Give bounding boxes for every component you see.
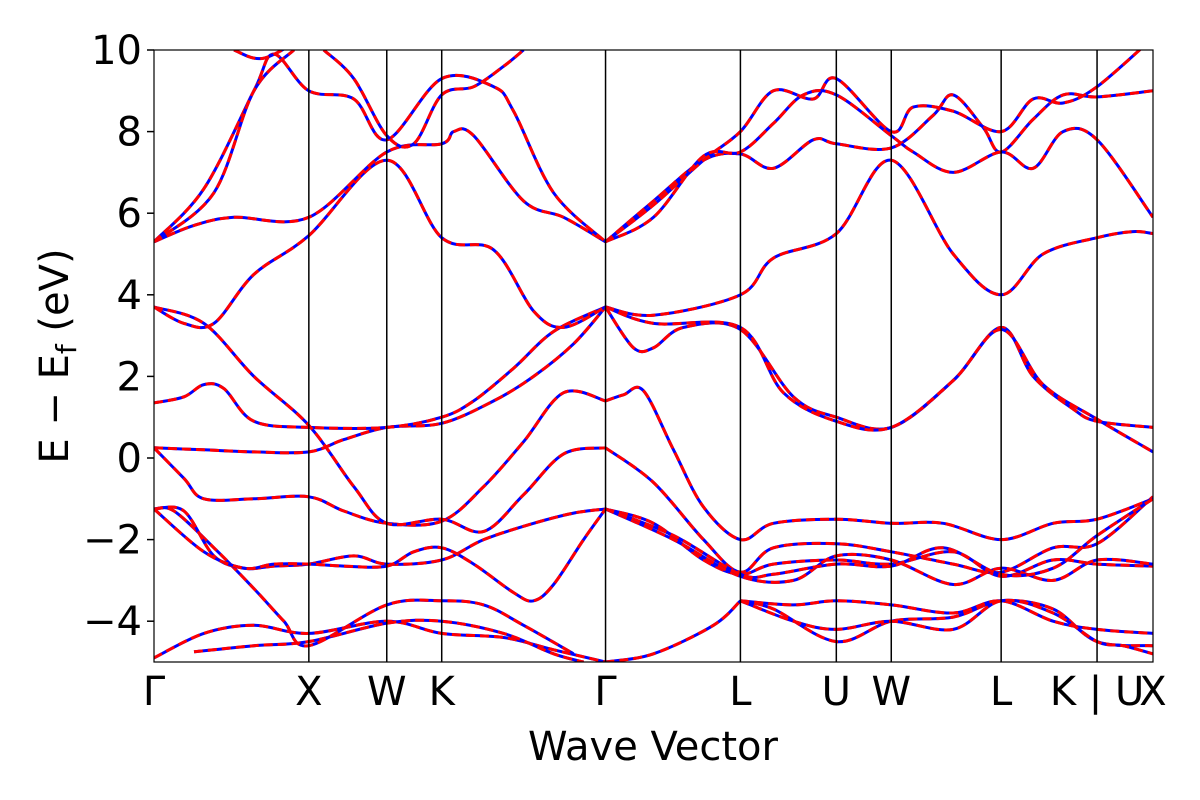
- y-tick-label-3: 2: [117, 354, 142, 400]
- y-axis-label-unit: (eV): [32, 248, 78, 344]
- band-line-blue-9: [154, 158, 607, 330]
- band-line-blue-5: [154, 306, 607, 455]
- x-axis-label: Wave Vector: [528, 724, 779, 770]
- band-line-blue-6: [154, 389, 606, 527]
- band-line-red-14: [322, 50, 525, 149]
- band-line-blue-18: [605, 158, 1153, 317]
- kpoint-label-9: K | U: [1050, 669, 1144, 715]
- y-tick-label-7: 10: [91, 28, 142, 74]
- y-tick-label-4: 4: [117, 273, 142, 319]
- kpoint-label-0: Γ: [143, 669, 166, 715]
- y-tick-label-2: 0: [117, 436, 142, 482]
- band-line-blue-21: [605, 385, 1153, 542]
- y-tick-label-1: −2: [83, 518, 142, 564]
- band-line-blue-12: [154, 50, 295, 243]
- band-line-red-11: [154, 52, 607, 243]
- y-axis: −4 −2 0 2 4 6 8 10: [83, 28, 154, 645]
- band-line-red-21: [605, 385, 1153, 542]
- band-line-blue-13: [233, 50, 286, 61]
- band-line-blue-10: [154, 127, 607, 244]
- band-line-blue-16: [604, 50, 1142, 243]
- kpoint-label-3: K: [429, 669, 457, 715]
- band-line-red-13: [233, 50, 286, 61]
- y-axis-label-main: E − E: [32, 354, 78, 464]
- band-line-blue-1: [193, 618, 585, 662]
- band-line-red-27: [740, 599, 1153, 635]
- bands-layer: [154, 50, 1153, 662]
- kpoint-label-7: W: [871, 669, 911, 715]
- band-line-red-25: [604, 497, 1153, 580]
- y-tick-label-6: 8: [117, 110, 142, 156]
- y-axis-label-subscript: f: [50, 343, 83, 354]
- y-axis-label: E − Ef (eV): [32, 248, 83, 463]
- band-line-blue-3: [154, 505, 606, 571]
- band-line-red-10: [154, 127, 607, 244]
- band-line-blue-11: [154, 52, 607, 243]
- band-line-red-17: [604, 89, 1153, 244]
- band-line-red-7: [154, 305, 607, 430]
- band-line-red-19: [604, 306, 1153, 431]
- band-line-red-3: [154, 505, 606, 571]
- kpoint-label-10: X: [1139, 669, 1166, 715]
- band-line-red-28: [739, 598, 1153, 656]
- band-line-red-16: [604, 50, 1142, 243]
- band-line-blue-25: [604, 497, 1153, 580]
- y-tick-label-0: −4: [83, 599, 142, 645]
- band-line-red-22: [604, 446, 1153, 575]
- band-line-red-23: [605, 507, 1153, 578]
- kpoint-label-1: X: [295, 669, 322, 715]
- kpoint-label-8: L: [990, 669, 1013, 715]
- band-line-red-29: [605, 599, 742, 662]
- kpoint-label-4: Γ: [594, 669, 617, 715]
- band-line-red-9: [154, 158, 607, 330]
- band-line-blue-22: [604, 446, 1153, 575]
- band-line-red-6: [154, 389, 606, 527]
- band-line-red-18: [605, 158, 1153, 317]
- band-line-red-20: [604, 305, 1153, 454]
- band-line-blue-7: [154, 305, 607, 430]
- band-line-red-12: [154, 50, 295, 243]
- kpoint-label-6: U: [822, 669, 851, 715]
- kpoint-label-2: W: [367, 669, 407, 715]
- band-line-red-8: [154, 305, 606, 534]
- plot-area: [153, 49, 1154, 663]
- y-tick-label-5: 6: [117, 191, 142, 237]
- kpoint-lines: [308, 50, 1098, 662]
- band-line-red-5: [154, 306, 607, 455]
- band-line-blue-29: [605, 599, 742, 662]
- plot-frame: [153, 49, 1154, 663]
- band-line-red-15: [604, 89, 1153, 243]
- kpoint-label-5: L: [729, 669, 752, 715]
- band-line-red-0: [154, 619, 606, 662]
- band-line-red-4: [154, 507, 607, 603]
